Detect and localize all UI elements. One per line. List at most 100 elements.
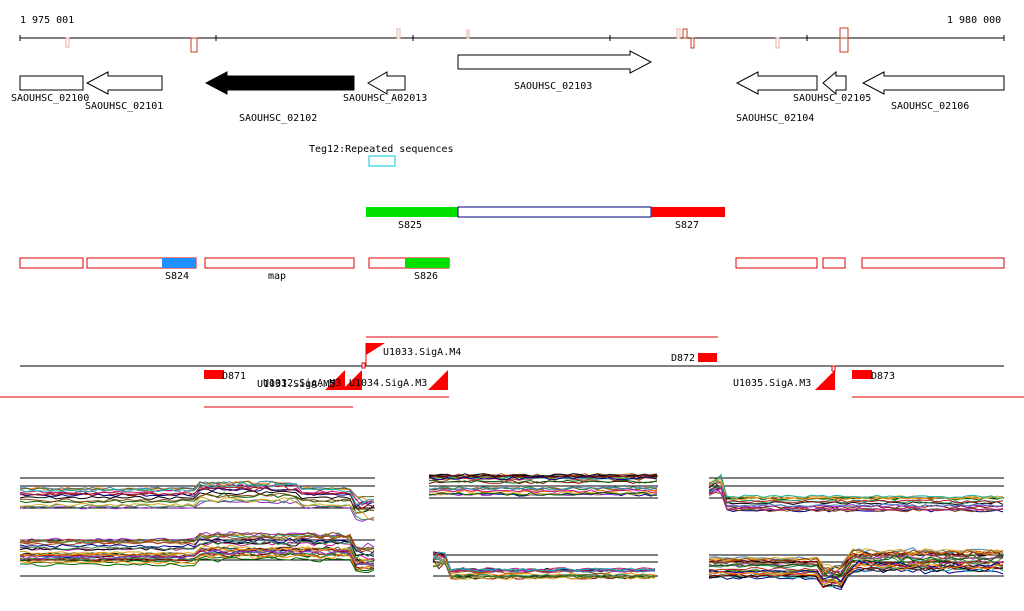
svg-text:SAOUHSC_02106: SAOUHSC_02106 (891, 101, 969, 112)
profile-trace (428, 486, 658, 491)
svg-text:SAOUHSC_02103: SAOUHSC_02103 (514, 81, 592, 92)
svg-text:D872: D872 (671, 353, 695, 364)
gene-track: SAOUHSC_02100 SAOUHSC_02101 SAOUHSC_0210… (11, 50, 1005, 124)
segment-s825[interactable] (366, 207, 458, 217)
profile-trace (19, 547, 375, 566)
segment-s826[interactable] (405, 258, 449, 268)
segment-track-top: S825 S827 (366, 206, 725, 231)
profile-trace (708, 479, 1004, 504)
profile-trace (708, 482, 1004, 504)
profile-trace (708, 487, 1004, 511)
segment-gap (457, 206, 652, 218)
gene-saouhsc-02102[interactable]: SAOUHSC_02102 (204, 71, 355, 124)
profile-trace (432, 551, 656, 572)
profile-trace (19, 556, 375, 574)
ruler-start-label: 1 975 001 (20, 15, 74, 26)
svg-text:SAOUHSC_A02013: SAOUHSC_A02013 (343, 93, 427, 104)
profile-trace (19, 499, 375, 523)
profile-trace (708, 565, 1004, 589)
profile-trace (19, 480, 375, 501)
feature-d873[interactable]: D873 (852, 370, 895, 382)
profile-trace (19, 549, 375, 568)
feature-u1035-siga-m3[interactable]: U1035.SigA.M3 (733, 365, 836, 390)
segment-s824[interactable] (162, 258, 196, 268)
segment-s824-label: S824 (165, 271, 189, 282)
profile-trace (708, 473, 1004, 499)
profile-trace (19, 481, 375, 505)
profile-trace (432, 559, 655, 579)
segment-s827[interactable] (651, 207, 725, 217)
segment-map[interactable] (204, 257, 355, 269)
gene-saouhsc-02104[interactable]: SAOUHSC_02104 (735, 71, 818, 124)
profile-trace (708, 482, 1004, 506)
profile-trace (708, 554, 1004, 578)
profile-trace (19, 496, 375, 520)
svg-text:U1034.SigA.M3: U1034.SigA.M3 (349, 378, 427, 389)
gene-saouhsc-02100[interactable]: SAOUHSC_02100 (11, 75, 89, 104)
feature-d871[interactable]: D871 (204, 370, 246, 382)
feature-d872[interactable]: D872 (671, 353, 717, 364)
svg-text:D873: D873 (871, 371, 895, 382)
ruler-ticks (19, 35, 1005, 41)
profile-trace (428, 489, 658, 494)
gene-saouhsc-a02013[interactable]: SAOUHSC_A02013 (343, 71, 427, 104)
profile-trace (432, 559, 656, 578)
segment-outline[interactable] (861, 257, 1005, 269)
profile-trace (19, 553, 375, 572)
segment-s825-label: S825 (398, 220, 422, 231)
gene-saouhsc-02103[interactable]: SAOUHSC_02103 (457, 50, 653, 92)
profile-trace (428, 491, 658, 496)
gene-saouhsc-02106[interactable]: SAOUHSC_02106 (861, 71, 1005, 112)
svg-text:SAOUHSC_02100: SAOUHSC_02100 (11, 93, 89, 104)
profile-trace (708, 564, 1004, 588)
svg-text:SAOUHSC_02104: SAOUHSC_02104 (736, 113, 814, 124)
gene-saouhsc-02105[interactable]: SAOUHSC_02105 (793, 70, 871, 104)
profile-trace (19, 532, 375, 552)
svg-text:SAOUHSC_02102: SAOUHSC_02102 (239, 113, 317, 124)
profile-trace (19, 549, 375, 567)
svg-text:D871: D871 (222, 371, 246, 382)
coordinate-ruler: 1 975 001 1 980 000 (19, 15, 1005, 53)
profile-trace (708, 552, 1004, 578)
svg-text:SAOUHSC_02105: SAOUHSC_02105 (793, 93, 871, 104)
feature-u1031-siga-m5[interactable]: U1031.SigA.M5 (257, 370, 345, 390)
profile-trace (19, 497, 375, 521)
profile-trace (708, 491, 1004, 513)
repeat-element[interactable] (368, 155, 396, 167)
profile-trace (19, 539, 375, 560)
svg-text:SAOUHSC_02101: SAOUHSC_02101 (85, 101, 163, 112)
gene-saouhsc-02101[interactable]: SAOUHSC_02101 (85, 71, 163, 112)
repeat-track: Teg12:Repeated sequences (309, 144, 454, 167)
profile-trace (708, 560, 1004, 583)
profile-trace (708, 484, 1003, 508)
svg-text:U1035.SigA.M3: U1035.SigA.M3 (733, 378, 811, 389)
ruler-marks (65, 27, 849, 53)
profile-trace (428, 479, 658, 484)
profile-trace (19, 490, 375, 514)
repeat-track-label: Teg12:Repeated sequences (309, 144, 454, 155)
svg-text:U1032.SigA.M3: U1032.SigA.M3 (263, 378, 341, 389)
feature-u1032-siga-m3[interactable]: U1032.SigA.M3 (263, 370, 362, 390)
profile-trace (428, 476, 658, 481)
feature-track: D871 D872 D873 U1033.SigA.M4 U1031.SigA.… (0, 336, 1024, 408)
feature-u1033-siga-m4[interactable]: U1033.SigA.M4 (361, 343, 461, 369)
profile-lines (19, 473, 1004, 591)
svg-text:U1033.SigA.M4: U1033.SigA.M4 (383, 347, 461, 358)
profile-trace (708, 566, 1004, 591)
profile-trace (19, 544, 375, 562)
profile-trace (708, 559, 1004, 582)
profile-trace (19, 492, 375, 514)
ruler-end-label: 1 980 000 (947, 15, 1001, 26)
segment-outline[interactable] (19, 257, 84, 269)
segment-map-label: map (268, 271, 286, 282)
profile-trace (19, 537, 375, 557)
profile-trace (19, 531, 375, 550)
profile-trace (20, 492, 375, 512)
segment-outline[interactable] (822, 257, 846, 269)
profile-panel (709, 477, 1004, 499)
expression-profiles (19, 473, 1004, 591)
feature-u1034-siga-m3[interactable]: U1034.SigA.M3 (349, 370, 448, 390)
segment-track-bottom: S824 map S826 (19, 257, 1005, 282)
segment-outline[interactable] (735, 257, 818, 269)
